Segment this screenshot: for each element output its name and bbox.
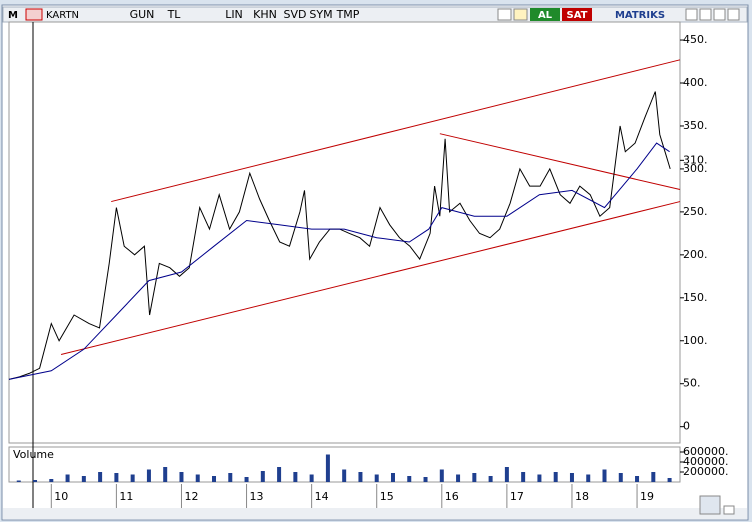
window-button[interactable] [713,8,726,21]
volume-bar [277,467,282,482]
volume-bar [179,472,184,482]
volume-bar [635,476,640,482]
y-tick-label: 200. [683,248,708,261]
y-tick-label: 100. [683,334,708,347]
volume-bar [456,474,461,482]
window-button[interactable] [699,8,712,21]
toolbar-button[interactable]: TL [167,8,182,21]
y-tick-label: 200000. [683,465,729,478]
y-tick-label: 310. [683,153,708,166]
volume-bar [374,474,379,482]
window-button[interactable] [727,8,740,21]
volume-bar [472,473,477,482]
volume-bar [293,472,298,482]
price-pane [8,21,681,444]
volume-bar [130,474,135,482]
x-tick-label: 10 [54,490,68,503]
symbol-icon[interactable]: M [8,10,18,21]
volume-bar [81,476,86,482]
trend-line [439,133,681,191]
x-tick-label: 11 [119,490,133,503]
volume-bar [163,467,168,482]
volume-bar [195,474,200,482]
trend-line [111,59,681,203]
volume-bar [16,480,21,482]
sell-label[interactable]: SAT [567,10,588,21]
y-tick-label: 450. [683,33,708,46]
volume-bar [618,473,623,482]
volume-title: Volume [13,448,54,461]
volume-bar [651,472,656,482]
volume-bar [309,474,314,482]
toolbar: M KARTN AL SAT MATRIKS [2,6,748,23]
volume-bar [98,472,103,482]
buy-label[interactable]: AL [538,10,553,21]
y-tick-label: 350. [683,119,708,132]
volume-bar [521,472,526,482]
x-tick-label: 15 [380,490,394,503]
volume-bar [667,478,672,482]
volume-bar [146,469,151,482]
tool-button[interactable] [513,8,528,21]
x-tick-label: 14 [315,490,329,503]
y-tick-label: 400. [683,76,708,89]
volume-bar [407,476,412,482]
symbol[interactable]: KARTN [46,10,79,21]
trend-line [60,201,681,355]
volume-bar [569,473,574,482]
volume-bar [553,472,558,482]
volume-bar [358,472,363,482]
price-line [8,91,671,380]
volume-bar [33,480,38,482]
x-tick-label: 12 [184,490,198,503]
volume-bar [342,469,347,482]
y-tick-label: 0 [683,420,690,433]
y-tick-label: 150. [683,291,708,304]
toolbar-button[interactable]: SYM [309,8,332,21]
y-tick-label: 250. [683,205,708,218]
mail-icon[interactable] [25,8,43,21]
volume-bar [49,479,54,482]
toolbar-button[interactable]: GUN [130,8,155,21]
y-tick-label: 400000. [683,455,729,468]
volume-bar [244,477,249,482]
scroll-button[interactable] [723,505,735,515]
x-tick-label: 18 [575,490,589,503]
volume-bar [423,477,428,482]
volume-bar [212,476,217,482]
volume-bar [325,454,330,482]
x-tick-label: 16 [445,490,459,503]
buy-button[interactable] [530,8,560,21]
refresh-button[interactable] [699,495,721,515]
status-bar [3,508,747,519]
volume-bar [114,473,119,482]
window-button[interactable] [685,8,698,21]
sell-button[interactable] [562,8,592,21]
x-tick-label: 19 [640,490,654,503]
toolbar-button[interactable]: KHN [253,8,277,21]
toolbar-button[interactable]: LIN [225,8,243,21]
volume-bar [586,474,591,482]
toolbar-button[interactable]: TMP [336,8,360,21]
brand: MATRIKS [615,10,665,21]
x-tick-label: 13 [250,490,264,503]
y-tick-label: 50. [683,377,701,390]
y-tick-label: 300. [683,162,708,175]
volume-bar [439,469,444,482]
toolbar-button[interactable]: SVD [284,8,307,21]
moving-average-line [8,142,670,380]
volume-bar [537,474,542,482]
x-tick-label: 17 [510,490,524,503]
volume-bar [65,474,70,482]
volume-bar [488,476,493,482]
volume-bar [260,471,265,482]
volume-bar [390,473,395,482]
volume-bar [228,473,233,482]
volume-bar [602,469,607,482]
volume-bar [504,467,509,482]
tool-button[interactable] [497,8,512,21]
y-tick-label: 600000. [683,445,729,458]
